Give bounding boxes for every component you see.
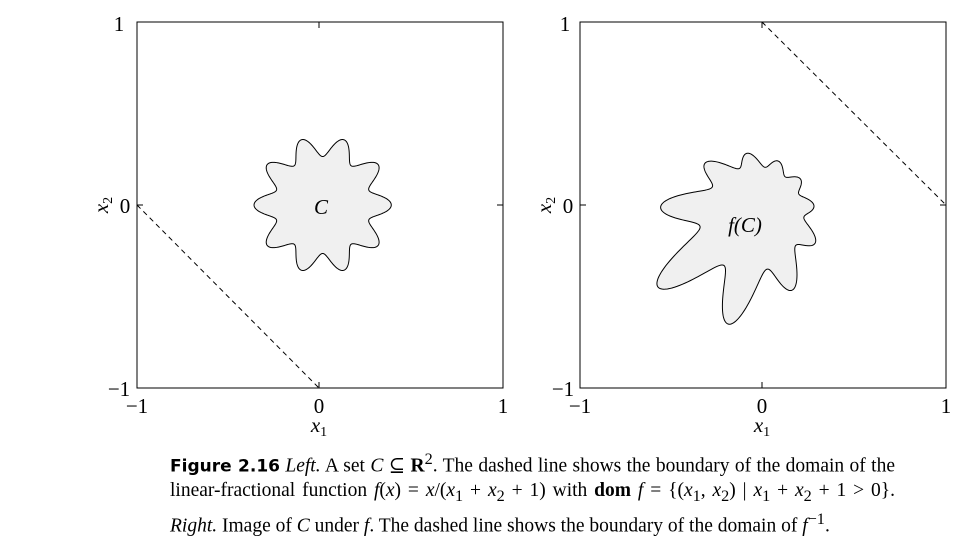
right-ytick-mid: 0: [563, 194, 574, 218]
image-fc-shape: [656, 152, 817, 325]
left-ylabel: x2: [89, 197, 116, 214]
caption-text-f: The dashed line shows the boundary of th…: [378, 515, 798, 537]
left-panel: C 1 0 −1 −1 0 1 x1 x2: [89, 12, 508, 440]
caption-left: Left.: [285, 455, 321, 477]
left-tick-marks: [137, 22, 503, 388]
set-c-label: C: [314, 195, 329, 219]
right-ytick-top: 1: [560, 12, 571, 36]
right-panel: f(C) 1 0 −1 −1 0 1 x1 x2: [532, 12, 951, 440]
image-fc-label: f(C): [728, 213, 762, 237]
set-c-shape: [253, 139, 392, 271]
left-ytick-bottom: −1: [108, 377, 130, 401]
caption-text-d: Image of: [222, 515, 292, 537]
caption-right: Right.: [170, 515, 218, 537]
left-xtick-mid: 0: [314, 394, 325, 418]
right-xtick-mid: 0: [757, 394, 768, 418]
caption-text-e: under: [314, 515, 360, 537]
left-xtick-right: 1: [498, 394, 509, 418]
caption-text-c: with: [552, 480, 588, 501]
right-domain-boundary-line: [761, 21, 947, 206]
caption-math-function: f: [373, 480, 380, 501]
right-xtick-left: −1: [569, 394, 591, 418]
caption-math-r2: R: [410, 455, 425, 477]
caption-math-dom: dom: [594, 480, 632, 501]
left-ytick-mid: 0: [120, 194, 131, 218]
figure-label: Figure 2.16: [170, 456, 280, 477]
figure-caption: Figure 2.16 Left. A set C ⊆ R2. The dash…: [170, 450, 896, 537]
right-xlabel: x1: [753, 413, 770, 440]
left-xlabel: x1: [310, 413, 327, 440]
right-ytick-bottom: −1: [552, 377, 574, 401]
caption-math-set: C: [370, 455, 384, 477]
right-ylabel: x2: [532, 197, 559, 214]
right-xtick-right: 1: [941, 394, 952, 418]
left-xtick-left: −1: [126, 394, 148, 418]
left-domain-boundary-line: [136, 204, 320, 389]
left-ytick-top: 1: [114, 12, 125, 36]
caption-text-b: The dashed line shows the boundary of th…: [170, 455, 896, 502]
right-tick-marks: [580, 22, 946, 388]
caption-text-a: A set: [324, 455, 365, 477]
caption-math-finv: f: [802, 515, 808, 537]
figure-plots: C 1 0 −1 −1 0 1 x1 x2 f(C) 1 0 −1 −1 0 1…: [89, 12, 951, 440]
